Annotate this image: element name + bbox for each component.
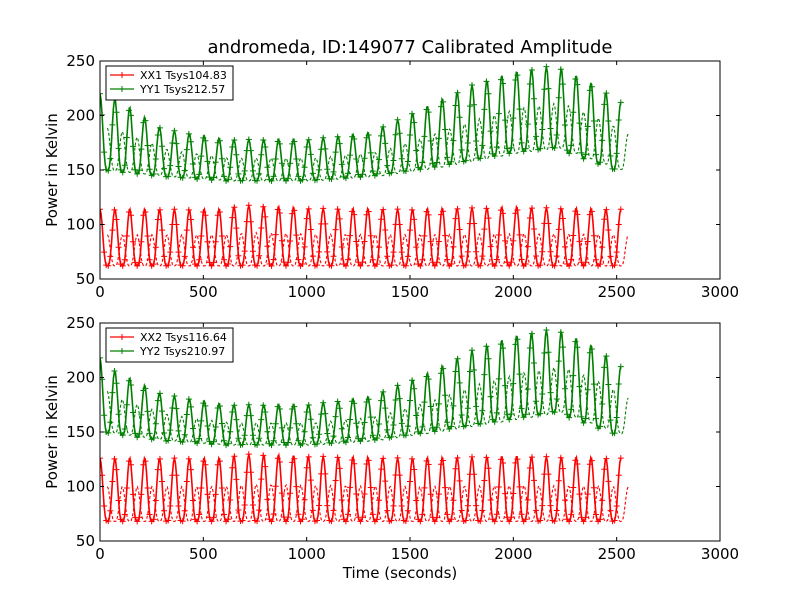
series-line-secondary [106,482,629,522]
y-tick-label: 50 [76,270,95,288]
series-1 [100,451,629,525]
legend-marker [119,348,125,354]
legend-marker [119,72,125,78]
x-tick-label: 3000 [701,283,739,301]
x-tick-label: 1000 [288,545,326,563]
x-tick-label: 0 [95,545,105,563]
x-tick-label: 2500 [598,545,636,563]
x-tick-label: 1500 [391,545,429,563]
series-line-secondary [106,365,629,446]
x-tick-label: 0 [95,283,105,301]
y-tick-label: 250 [66,52,95,70]
x-tick-label: 1500 [391,283,429,301]
top-chart-panel: 0 500 1000 1500 2000 2500 3000 50 100 150 200 250 Po… [43,52,739,301]
x-tick-label: 500 [189,283,218,301]
series-2 [100,63,629,184]
x-tick-label: 500 [189,545,218,563]
series-markers [100,326,624,449]
y-axis-label: Power in Kelvin [43,375,61,489]
series-markers [100,451,624,525]
chart-title: andromeda, ID:149077 Calibrated Amplitud… [207,37,612,58]
series-1 [100,202,629,269]
y-tick-label: 200 [66,369,95,387]
series-line-secondary [106,101,629,182]
y-tick-label: 150 [66,423,95,441]
series-markers [100,63,624,184]
legend-marker [119,86,125,92]
legend-box [105,65,234,101]
x-axis-label: Time (seconds) [342,564,458,582]
series-line-secondary [106,231,629,267]
bottom-chart-panel: 0 500 1000 1500 2000 2500 3000 50 100 150 200 250 Po… [43,314,739,582]
series-markers [100,202,624,269]
x-tick-label: 1000 [288,283,326,301]
legend-entry: YY2 Tsys210.97 [139,345,225,358]
y-tick-label: 200 [66,107,95,125]
legend-marker [119,334,125,340]
y-tick-label: 100 [66,478,95,496]
y-tick-label: 250 [66,314,95,332]
series-2 [100,326,629,449]
y-tick-label: 150 [66,161,95,179]
x-tick-label: 2000 [494,545,532,563]
legend-entry: XX1 Tsys104.83 [140,69,227,82]
legend-entry: YY1 Tsys212.57 [139,83,225,96]
x-tick-label: 2500 [598,283,636,301]
x-tick-label: 3000 [701,545,739,563]
x-tick-label: 2000 [494,283,532,301]
y-axis-label: Power in Kelvin [43,113,61,227]
legend-entry: XX2 Tsys116.64 [140,331,227,344]
y-tick-label: 100 [66,216,95,234]
y-tick-label: 50 [76,532,95,550]
legend-box [105,327,234,363]
